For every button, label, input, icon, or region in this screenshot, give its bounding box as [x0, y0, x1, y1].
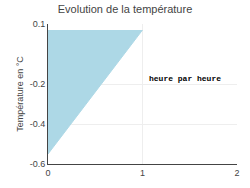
svg-text:-0.4: -0.4 — [30, 119, 46, 129]
svg-text:-0.2: -0.2 — [30, 79, 46, 89]
svg-text:0: 0 — [45, 168, 50, 178]
svg-text:0.1: 0.1 — [33, 19, 46, 29]
svg-text:heure par heure: heure par heure — [149, 74, 221, 83]
svg-text:Température en °C: Température en °C — [15, 56, 25, 132]
svg-text:-0.6: -0.6 — [30, 159, 46, 169]
svg-text:2: 2 — [234, 168, 239, 178]
svg-text:Evolution de la température: Evolution de la température — [58, 3, 193, 15]
svg-text:1: 1 — [140, 168, 145, 178]
